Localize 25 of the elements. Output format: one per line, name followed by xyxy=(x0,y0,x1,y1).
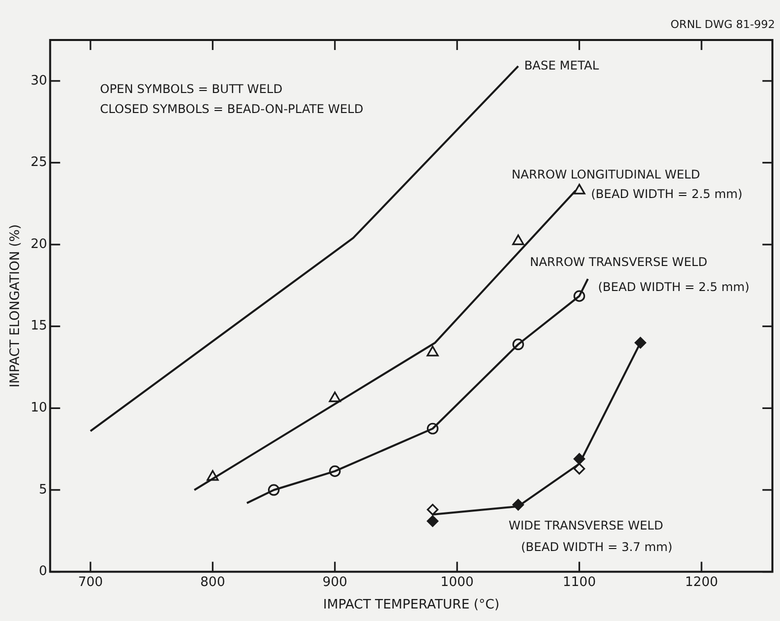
x-tick-label: 700 xyxy=(78,574,103,590)
annotation: (BEAD WIDTH = 3.7 mm) xyxy=(521,540,672,554)
y-tick-label: 5 xyxy=(38,482,48,498)
x-tick-label: 1200 xyxy=(684,574,718,590)
annotation: OPEN SYMBOLS = BUTT WELD xyxy=(100,82,282,96)
y-tick-label: 30 xyxy=(30,73,48,88)
y-tick-label: 20 xyxy=(30,236,48,252)
text: NARROW LONGITUDINAL WELD xyxy=(512,168,700,182)
text: NARROW TRANSVERSE WELD xyxy=(530,255,708,270)
y-tick-label: 15 xyxy=(30,318,48,334)
legend-label: BASE METAL xyxy=(524,58,600,72)
x-tick-label: 1100 xyxy=(562,574,596,590)
x-tick-label: 900 xyxy=(322,574,348,590)
x-axis-title: IMPACT TEMPERATURE (°C) xyxy=(323,598,500,613)
x-tick-label: 800 xyxy=(200,574,226,590)
y-tick-label: 25 xyxy=(30,155,48,170)
series-label: WIDE TRANSVERSE WELD xyxy=(508,518,664,533)
y-tick-label: 0 xyxy=(38,564,48,580)
y-axis-title: IMPACT ELONGATION (%) xyxy=(8,224,24,388)
y-tick-label: 10 xyxy=(30,400,48,416)
annotation: CLOSED SYMBOLS = BEAD-ON-PLATE WELD xyxy=(100,102,364,116)
annotation: (BEAD WIDTH = 2.5 mm) xyxy=(591,187,742,202)
annotation: (BEAD WIDTH = 2.5 mm) xyxy=(598,280,750,294)
x-tick-label: 1000 xyxy=(440,574,474,590)
text: ORNL DWG 81-992 xyxy=(670,18,775,31)
